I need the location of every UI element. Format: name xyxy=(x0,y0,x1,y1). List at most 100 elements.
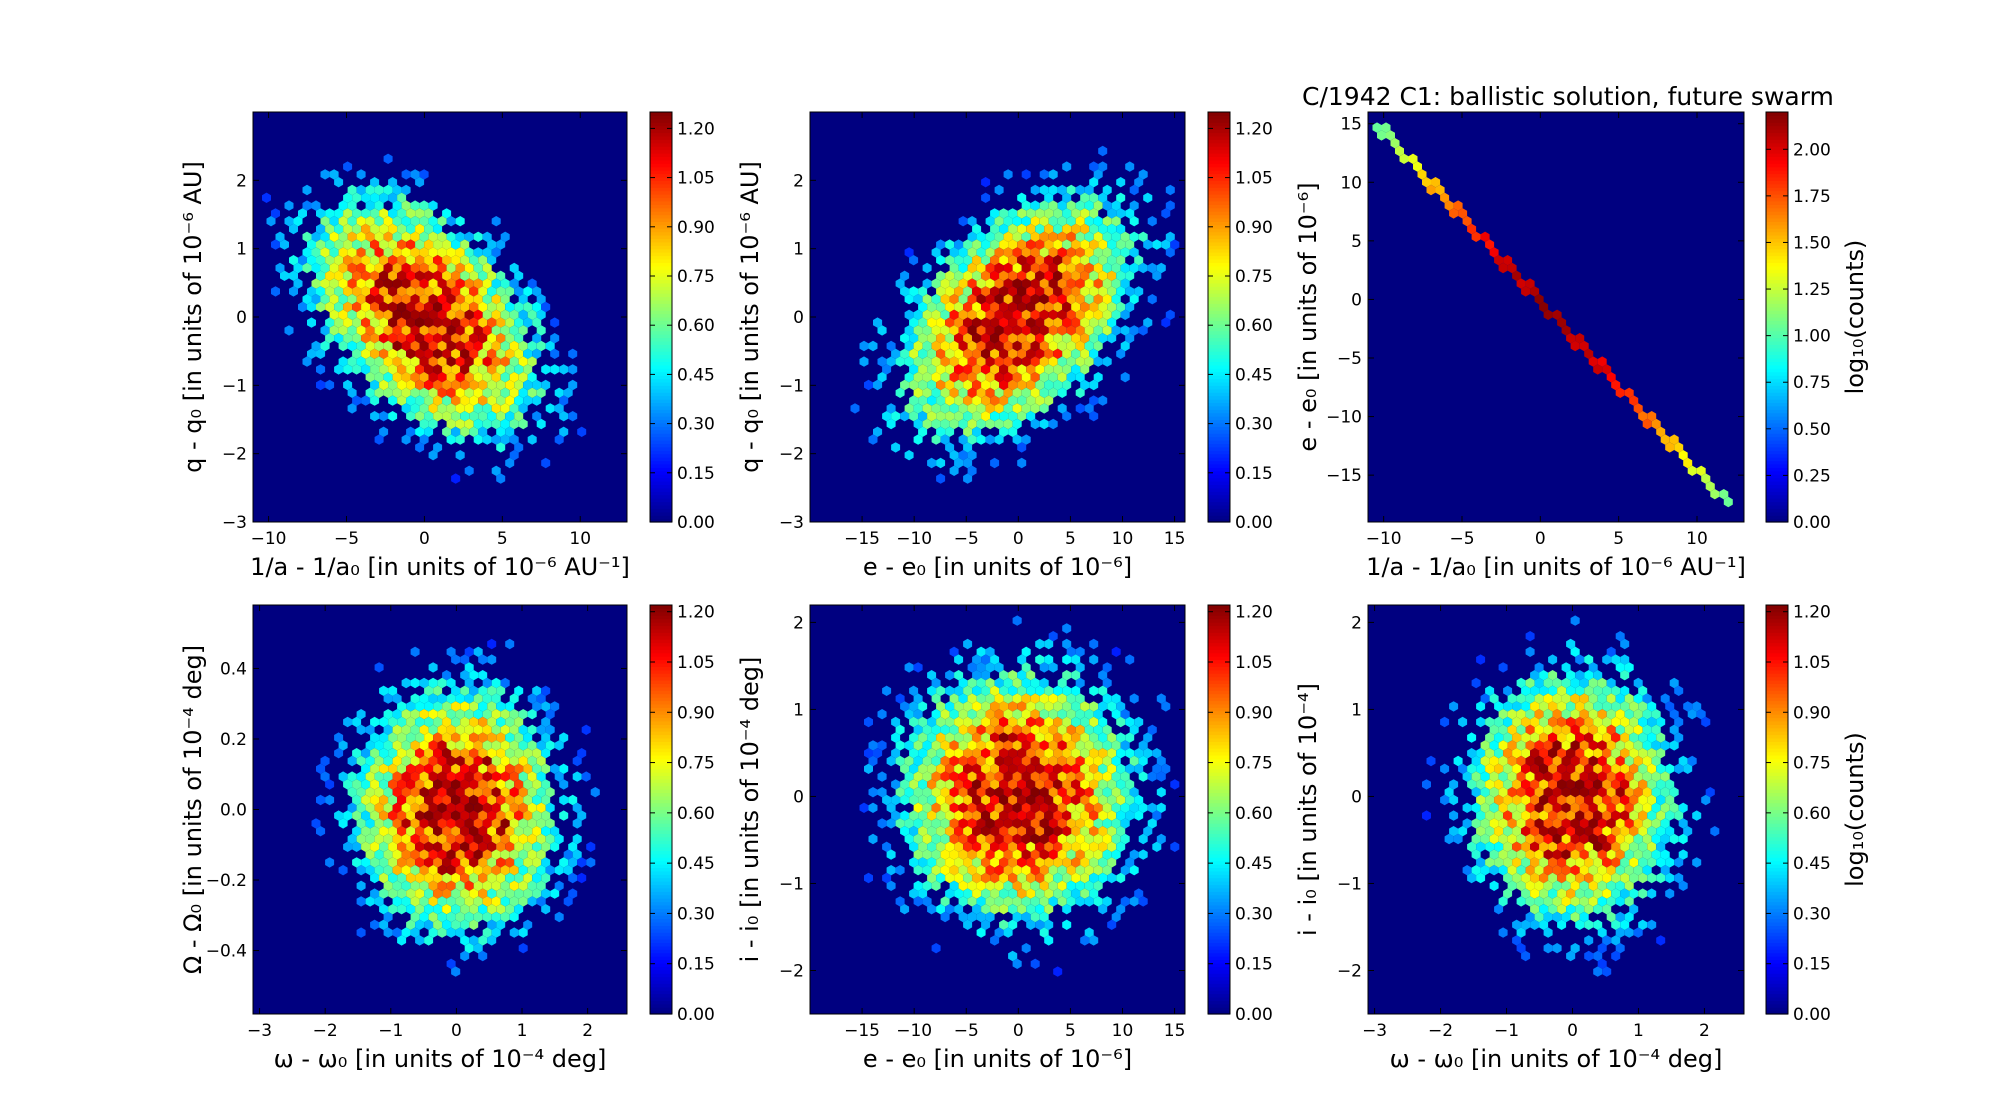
y-tick-label: 2 xyxy=(793,613,804,633)
hexbin-cell xyxy=(913,662,923,673)
hexbin-cell xyxy=(392,387,402,398)
hexbin-cell xyxy=(1062,161,1072,172)
hexbin-cell xyxy=(388,333,398,344)
hexbin-cell xyxy=(1035,348,1045,359)
hexbin-cell xyxy=(1566,685,1576,696)
hexbin-cell xyxy=(491,927,501,938)
colorbar-step xyxy=(1208,293,1230,298)
hexbin-cell xyxy=(1575,826,1585,837)
colorbar-step xyxy=(650,829,672,834)
hexbin-cell xyxy=(1503,685,1513,696)
colorbar-step xyxy=(1766,132,1788,137)
colorbar-step xyxy=(650,656,672,661)
hexbin-cell xyxy=(500,340,510,352)
hexbin-cell xyxy=(985,833,995,845)
hexbin-cell xyxy=(1629,779,1639,790)
colorbar-step xyxy=(1208,183,1230,188)
hexbin-cell xyxy=(1017,223,1027,235)
colorbar-step xyxy=(1766,142,1788,147)
hexbin-cell xyxy=(1116,779,1126,790)
hexbin-cell xyxy=(365,231,375,242)
hexbin-cell xyxy=(954,364,964,375)
hexbin-cell xyxy=(496,270,506,281)
hexbin-cell xyxy=(945,872,955,884)
hexbin-cell xyxy=(1570,896,1580,907)
colorbar-step xyxy=(1766,296,1788,301)
hexbin-cell xyxy=(514,794,524,806)
hexbin-cell xyxy=(1048,865,1058,876)
hexbin-cell xyxy=(967,865,977,876)
hexbin-cell xyxy=(1120,740,1130,751)
hexbin-cell xyxy=(1584,794,1594,806)
hexbin-cell xyxy=(1057,247,1067,258)
hexbin-cell xyxy=(927,379,937,391)
hexbin-cell xyxy=(1656,872,1666,884)
hexbin-cell xyxy=(1030,818,1040,829)
colorbar-step xyxy=(1208,235,1230,240)
hexbin-cell xyxy=(536,309,546,320)
hexbin-cell xyxy=(374,896,384,907)
axes-frame xyxy=(809,604,1186,1015)
hexbin-cell xyxy=(868,802,878,813)
hexbin-cell xyxy=(487,379,497,391)
colorbar-step xyxy=(1766,364,1788,369)
hexbin-cell xyxy=(1030,755,1040,767)
colorbar-tick-label: 0.75 xyxy=(1235,267,1273,287)
colorbar-step xyxy=(1208,772,1230,777)
hexbin-cell xyxy=(1017,685,1027,696)
hexbin-cell xyxy=(922,755,932,767)
hexbin-cell xyxy=(446,755,456,767)
hexbin-cell xyxy=(985,216,995,227)
colorbar-step xyxy=(1208,337,1230,342)
colorbar-step xyxy=(650,683,672,688)
hexbin-cell xyxy=(455,325,465,336)
hexbin-cell xyxy=(1003,309,1013,320)
hexbin-cell xyxy=(1602,888,1612,899)
hexbin-cell xyxy=(473,818,483,829)
hexbin-cell xyxy=(1593,716,1603,728)
hexbin-cell xyxy=(999,748,1009,759)
hexbin-cell xyxy=(1080,379,1090,391)
hexbin-cell xyxy=(1534,755,1544,767)
hexbin-cell xyxy=(967,450,977,461)
hexbin-cell xyxy=(1557,779,1567,790)
hexbin-cell xyxy=(1534,771,1544,782)
hexbin-cell xyxy=(473,833,483,845)
hexbin-cell xyxy=(1620,794,1630,806)
colorbar-step xyxy=(650,426,672,431)
hexbin-cell xyxy=(972,904,982,915)
hexbin-cell xyxy=(1125,333,1135,344)
hexbin-cell xyxy=(536,802,546,813)
hexbin-cell xyxy=(523,810,533,821)
hexbin-cell xyxy=(401,865,411,876)
hexbin-cell xyxy=(473,787,483,798)
colorbar-step xyxy=(1208,812,1230,817)
hexbin-cell xyxy=(1534,677,1544,689)
hexbin-cell xyxy=(1035,716,1045,728)
colorbar-step xyxy=(1766,310,1788,315)
hexbin-cell xyxy=(1125,810,1135,821)
hexbin-cell xyxy=(1021,740,1031,751)
hexbin-cell xyxy=(1044,286,1054,297)
hexbin-cell xyxy=(1597,833,1607,845)
hexbin-cell xyxy=(1602,654,1612,665)
hexbin-cell xyxy=(1134,888,1144,899)
hexbin-cell xyxy=(999,732,1009,743)
hexbin-cell xyxy=(1602,685,1612,696)
colorbar-step xyxy=(1766,833,1788,838)
hexbin-cell xyxy=(1561,325,1571,336)
hexbin-cell xyxy=(990,301,1000,313)
hexbin-cell xyxy=(1525,755,1535,767)
hexbin-cell xyxy=(356,278,366,289)
colorbar-step xyxy=(1208,996,1230,1001)
colorbar-step xyxy=(1766,990,1788,995)
hexbin-cell xyxy=(568,872,578,884)
hexbin-cell xyxy=(320,325,330,336)
hexbin-cell xyxy=(572,802,582,813)
hexbin-cell xyxy=(446,247,456,258)
colorbar: 0.000.150.300.450.600.750.901.051.20 xyxy=(1207,111,1273,533)
hexbin-cell xyxy=(1651,724,1661,735)
hexbin-cell xyxy=(1093,833,1103,845)
colorbar-step xyxy=(1766,853,1788,858)
hexbin-cell xyxy=(990,395,1000,406)
